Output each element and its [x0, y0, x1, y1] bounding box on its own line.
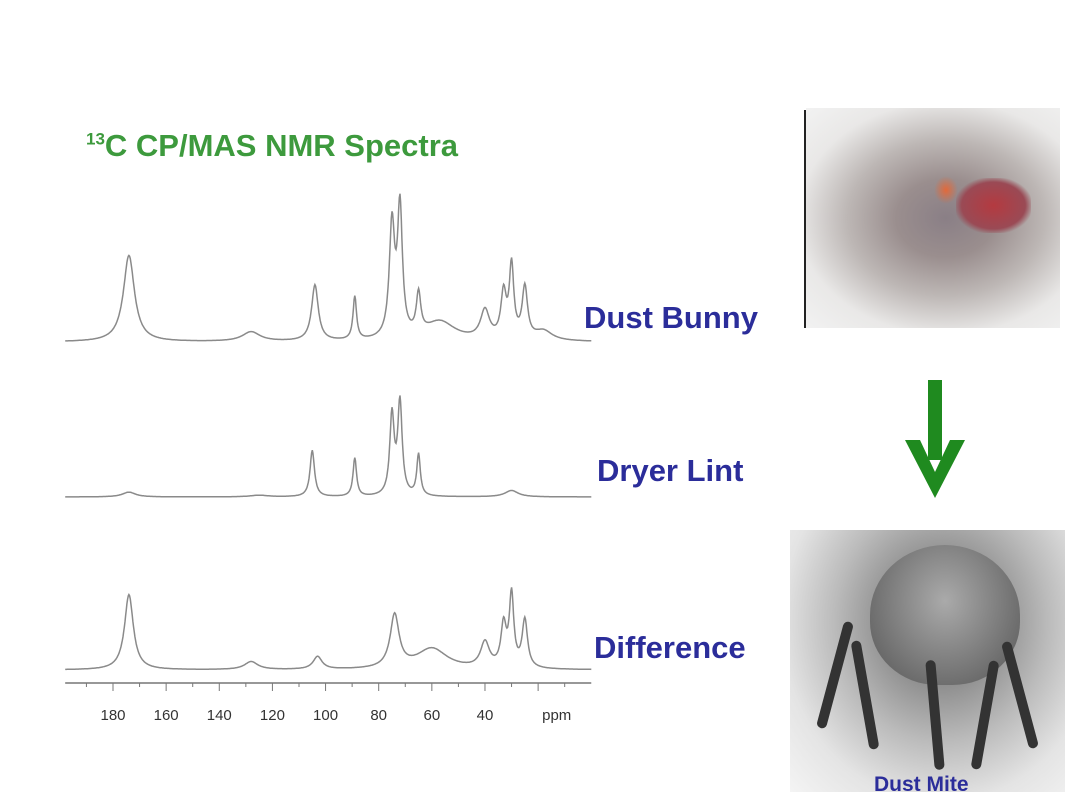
x-tick-label: 180 — [100, 707, 125, 724]
divider — [804, 110, 806, 328]
spectrum-difference — [65, 587, 592, 671]
label-dryer-lint: Dryer Lint — [597, 453, 744, 488]
x-tick-label: 80 — [370, 707, 387, 724]
x-tick-label: 100 — [313, 707, 338, 724]
title-text: C CP/MAS NMR Spectra — [104, 128, 459, 163]
chart-title: 13C CP/MAS NMR Spectra — [86, 128, 458, 164]
dust-mite-photo — [790, 530, 1065, 792]
x-tick-label: 40 — [477, 707, 494, 724]
label-dust-bunny: Dust Bunny — [584, 300, 758, 335]
x-tick-label: 140 — [207, 707, 232, 724]
title-superscript: 13 — [86, 129, 105, 149]
spectrum-dryer-lint — [65, 395, 592, 498]
dust-bunny-photo — [806, 108, 1060, 328]
x-tick-label: 160 — [154, 707, 179, 724]
label-dust-mite: Dust Mite — [874, 773, 969, 796]
label-difference: Difference — [594, 630, 746, 665]
x-axis-label: ppm — [542, 707, 571, 724]
x-tick-label: 120 — [260, 707, 285, 724]
spectrum-dust-bunny — [65, 193, 592, 342]
x-tick-label: 60 — [423, 707, 440, 724]
